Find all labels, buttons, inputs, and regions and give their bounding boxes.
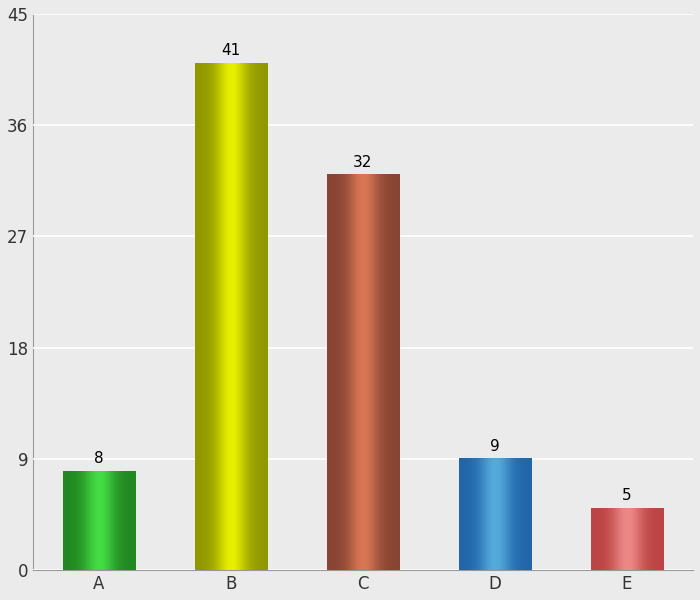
Text: 32: 32 — [354, 155, 372, 170]
Text: 5: 5 — [622, 488, 632, 503]
Text: 9: 9 — [490, 439, 500, 454]
Text: 8: 8 — [94, 451, 104, 466]
Text: 41: 41 — [221, 43, 241, 58]
